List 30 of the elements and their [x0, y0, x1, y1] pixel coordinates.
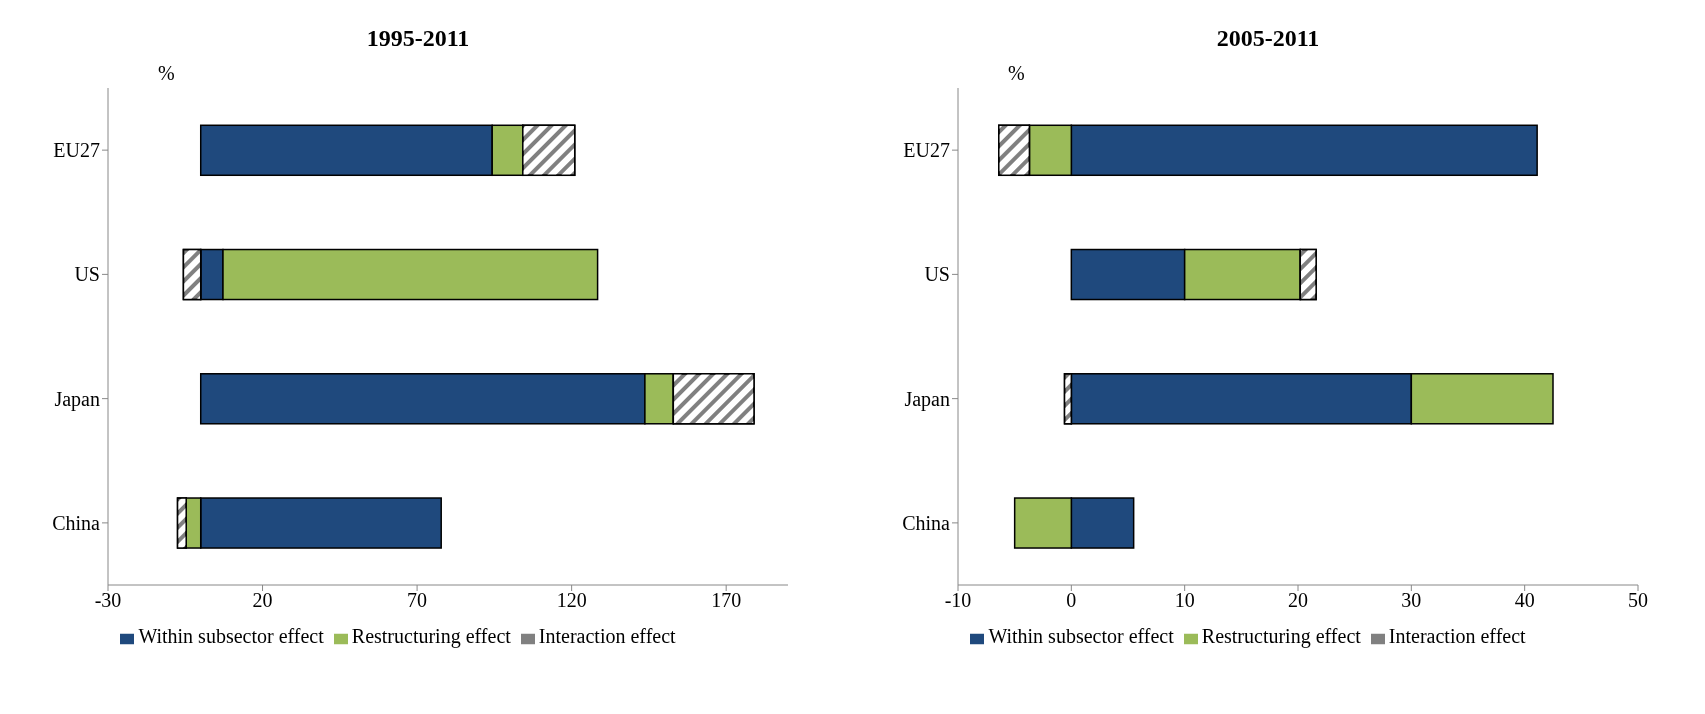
chart-title: 2005-2011	[1215, 24, 1321, 53]
y-tick-label: China	[52, 511, 101, 534]
chart-title: 1995-2011	[365, 24, 471, 53]
x-tick-label: 70	[407, 589, 428, 612]
y-tick-label: EU27	[53, 139, 100, 162]
legend-label: Interaction effect	[538, 625, 676, 647]
x-tick-label: 30	[1401, 589, 1422, 612]
y-tick-label: US	[924, 263, 950, 286]
y-tick-label: Japan	[904, 387, 950, 411]
legend-label: Interaction effect	[1388, 625, 1526, 647]
y-tick-label: China	[902, 511, 951, 534]
x-tick-label: 40	[1514, 589, 1535, 612]
x-tick-label: 0	[1066, 589, 1077, 612]
y-tick-label: Japan	[54, 387, 100, 411]
x-tick-label: 170	[711, 589, 742, 612]
legend-label: Within subsector effect	[988, 625, 1174, 647]
x-axis-title: %	[1008, 62, 1025, 85]
legend-label: Restructuring effect	[1201, 625, 1361, 647]
x-tick-label: 120	[556, 589, 587, 612]
x-tick-label: 20	[1288, 589, 1308, 612]
x-tick-label: 10	[1174, 589, 1195, 612]
x-axis-title: %	[158, 62, 175, 85]
x-tick-label: 20	[252, 589, 273, 612]
x-tick-label: 50	[1628, 589, 1648, 612]
x-tick-label: -10	[944, 589, 972, 612]
x-tick-label: -30	[94, 589, 122, 612]
legend-label: Within subsector effect	[138, 625, 324, 647]
y-tick-label: EU27	[903, 139, 950, 162]
legend-label: Restructuring effect	[351, 625, 511, 647]
y-tick-label: US	[74, 263, 100, 286]
